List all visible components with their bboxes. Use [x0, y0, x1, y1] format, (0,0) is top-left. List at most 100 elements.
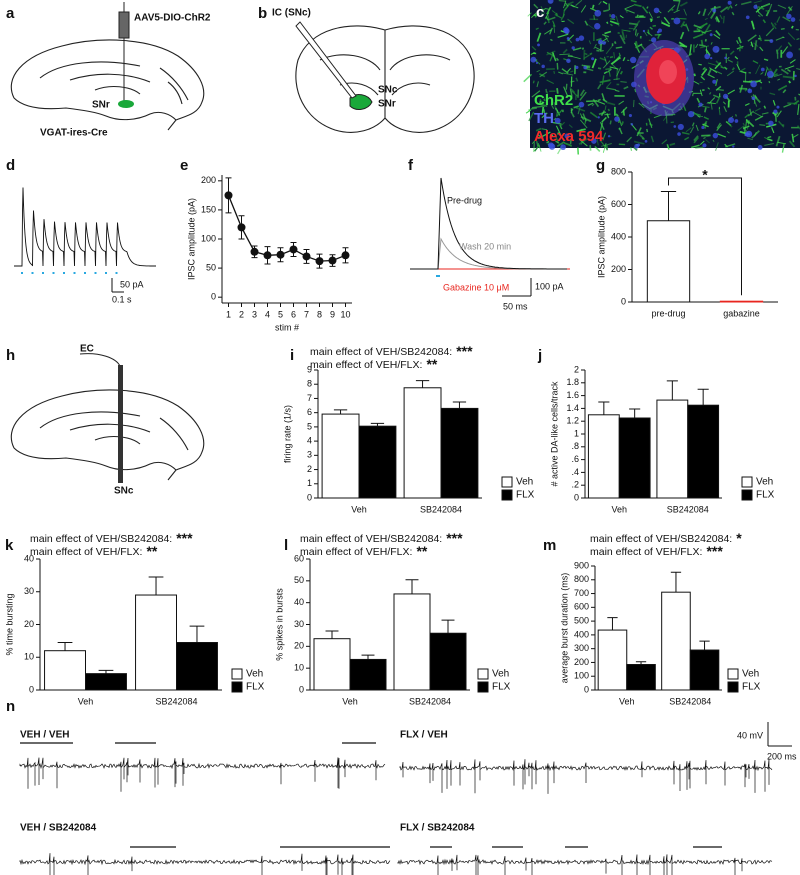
fiber: [555, 57, 560, 61]
fiber: [693, 135, 699, 142]
fiber: [693, 136, 700, 144]
fiber: [689, 44, 692, 56]
fiber: [555, 140, 559, 144]
fiber: [723, 66, 728, 70]
fiber: [606, 101, 616, 106]
th-spot: [653, 7, 660, 14]
fiber: [634, 29, 637, 36]
fiber: [618, 100, 625, 105]
y-tick-label: 150: [201, 204, 216, 214]
fiber: [716, 124, 722, 131]
x-tick-label: Veh: [351, 504, 367, 514]
annotation-text: main effect of VEH/SB242084:: [590, 533, 732, 545]
fiber: [777, 84, 788, 91]
fiber: [541, 112, 548, 119]
fiber: [758, 35, 762, 42]
y-tick-label: 400: [611, 231, 626, 241]
panel-b: b IC (SNc) SNc SNr: [258, 5, 475, 133]
fiber: [715, 78, 718, 87]
fiber: [530, 107, 537, 110]
brain-outline: [10, 39, 205, 131]
y-tick-label: 300: [574, 643, 589, 653]
fiber: [575, 0, 583, 6]
point: [263, 251, 272, 260]
legend-swatch: [501, 489, 513, 501]
fiber: [567, 18, 575, 25]
annotation-text: main effect of VEH/FLX:: [310, 359, 422, 371]
fiber: [635, 41, 639, 50]
fiber: [691, 122, 695, 127]
fiber: [796, 68, 800, 70]
fiber: [773, 73, 783, 78]
fiber: [624, 4, 634, 10]
fiber: [527, 12, 532, 17]
fiber: [621, 121, 624, 126]
fiber: [727, 89, 736, 95]
legend-label: FLX: [756, 490, 775, 501]
th-spot: [530, 56, 537, 63]
fiber: [634, 88, 637, 93]
fiber: [638, 102, 645, 109]
fiber: [715, 85, 722, 91]
fiber: [548, 16, 556, 21]
fiber: [559, 124, 563, 130]
fiber: [591, 58, 597, 69]
fiber: [726, 121, 733, 128]
th-spot: [747, 88, 753, 94]
th-spot: [657, 28, 662, 33]
fiber: [553, 117, 557, 121]
fiber: [591, 4, 595, 9]
fiber: [656, 16, 660, 19]
fiber: [775, 36, 784, 41]
th-spot: [794, 74, 797, 78]
fiber: [787, 32, 796, 40]
fiber: [580, 116, 592, 123]
fiber: [563, 0, 567, 9]
fiber: [759, 123, 766, 127]
fiber: [594, 145, 601, 152]
fiber: [722, 101, 727, 105]
y-tick-label: 40: [294, 597, 304, 607]
fiber: [783, 103, 792, 108]
th-spot: [750, 80, 757, 88]
y-tick-label: 500: [574, 615, 589, 625]
fiber: [747, 34, 757, 42]
fiber: [537, 133, 544, 139]
fiber: [705, 139, 710, 144]
fiber: [608, 69, 611, 77]
th-spot: [727, 0, 732, 5]
panel-n: n VEH / VEH FLX / VEH VEH / SB242084 FLX…: [6, 698, 797, 875]
y-tick-label: 9: [307, 364, 312, 374]
fiber: [752, 60, 759, 64]
fiber: [739, 67, 746, 73]
fiber: [679, 31, 685, 40]
x-tick-label: SB242084: [667, 504, 709, 514]
fiber: [719, 14, 723, 20]
x-tick-label: 6: [291, 309, 296, 319]
fiber: [563, 86, 569, 97]
fiber: [620, 80, 627, 83]
fiber: [700, 39, 704, 46]
x-tick-label: pre-drug: [651, 308, 685, 318]
th-spot: [790, 17, 796, 22]
error-bar: [441, 619, 455, 634]
y-tick-label: 400: [574, 629, 589, 639]
th-spot: [547, 142, 554, 149]
bar: [689, 649, 720, 691]
panel-label: f: [408, 157, 414, 174]
error-bar: [629, 408, 641, 418]
th-spot: [610, 14, 616, 19]
y-axis-label: IPSC amplitude (pA): [596, 196, 606, 278]
fiber: [584, 52, 588, 56]
fiber: [698, 44, 706, 48]
bar: [176, 642, 218, 691]
fiber: [551, 10, 558, 16]
th-spot: [722, 93, 729, 99]
fiber: [775, 49, 779, 55]
snr-region: [118, 100, 134, 108]
x-tick-label: Veh: [611, 504, 627, 514]
fiber: [539, 100, 542, 104]
fiber: [613, 52, 615, 59]
fiber: [753, 0, 762, 4]
point: [276, 250, 285, 259]
